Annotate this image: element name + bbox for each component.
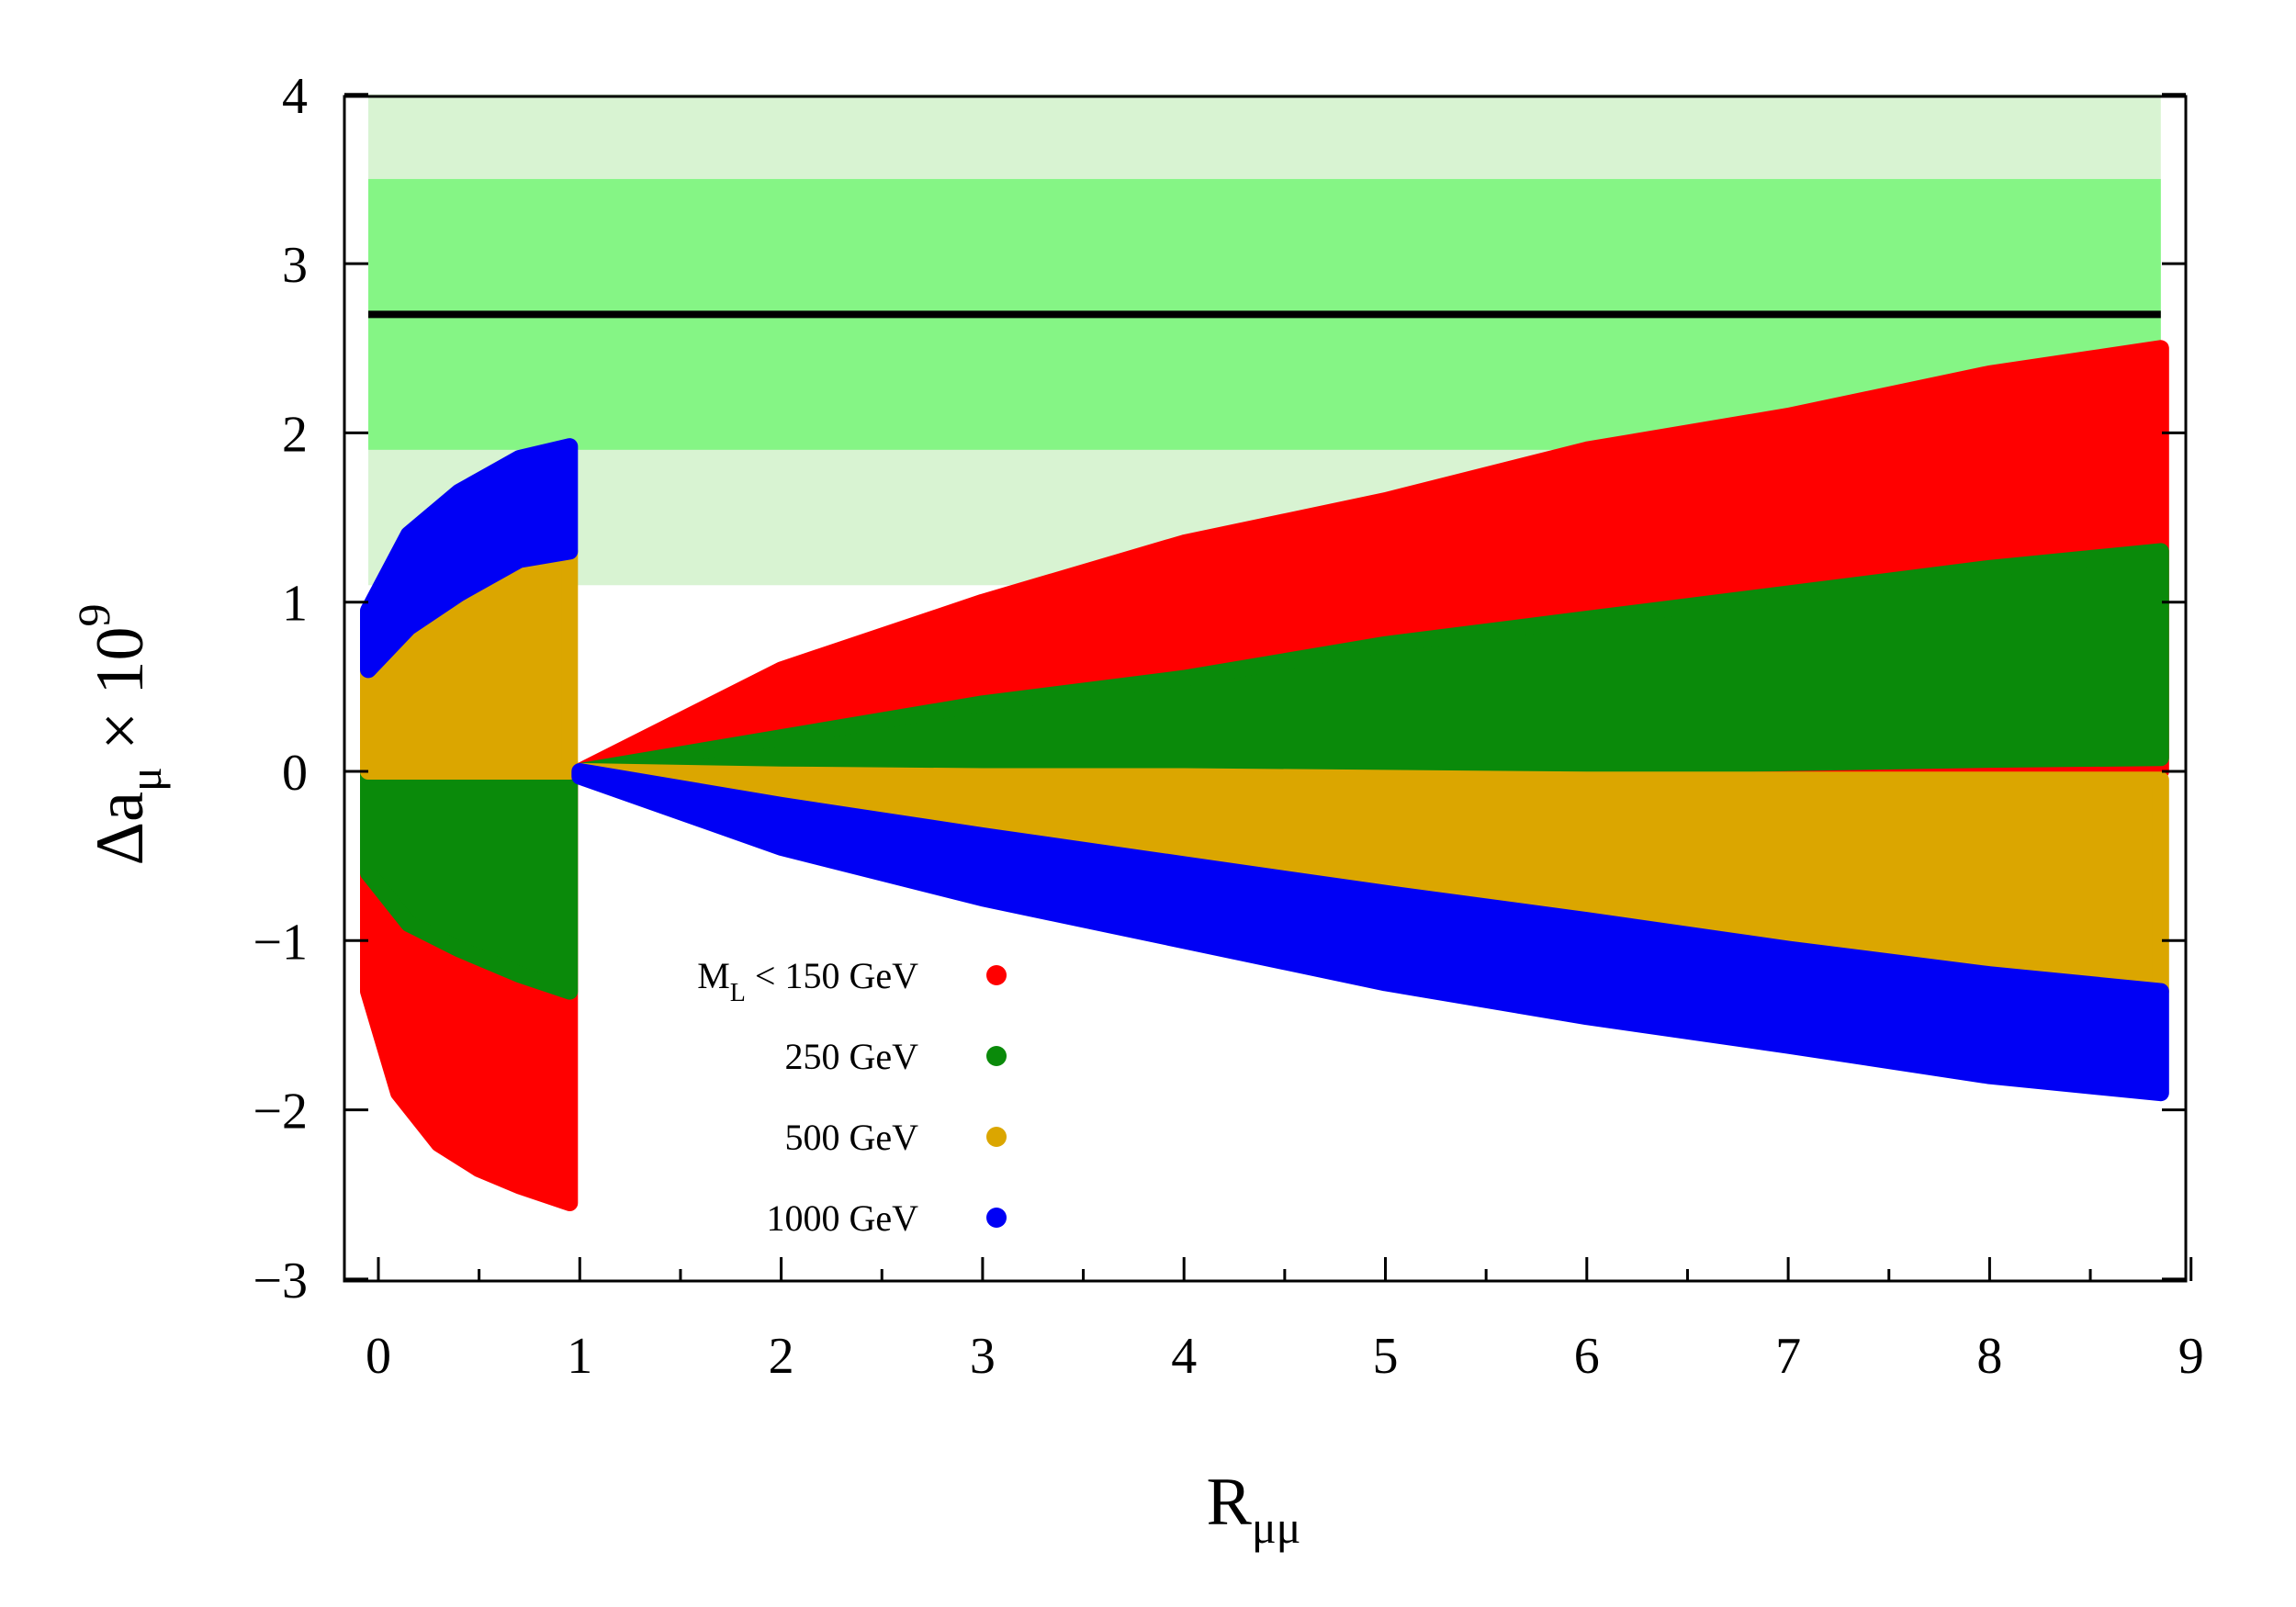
legend-marker xyxy=(986,965,1007,985)
legend-label-main: M xyxy=(697,955,730,996)
legend-label-sub: L xyxy=(730,979,746,1007)
tick-labels: 0 1 2 3 4 5 6 7 8 9 −3 −1 0 1 2 3 4 −2 xyxy=(253,68,2203,1385)
x-tick-label: 4 xyxy=(1171,1328,1197,1385)
legend-label-rest: < 150 GeV xyxy=(746,955,918,996)
legend-label-main: 500 GeV xyxy=(784,1117,918,1158)
x-tick-label: 2 xyxy=(769,1328,794,1385)
legend-marker xyxy=(986,1127,1007,1147)
legend: ML < 150 GeV 250 GeV 500 GeV 1000 GeV xyxy=(697,955,1007,1239)
x-axis-title: Rμμ xyxy=(1207,1465,1301,1553)
y-axis-title: Δaμ × 109 xyxy=(68,604,171,866)
y-axis-title-rest: × 10 xyxy=(83,627,158,768)
series-layer xyxy=(360,340,2169,1211)
y-tick-label: 3 xyxy=(282,237,308,294)
x-tick-label: 3 xyxy=(970,1328,996,1385)
x-tick-label: 5 xyxy=(1373,1328,1399,1385)
y-axis-title-main: Δa xyxy=(83,792,158,865)
y-axis-title-sub: μ xyxy=(119,767,171,792)
legend-label: 250 GeV xyxy=(784,1036,918,1077)
x-tick-label: 0 xyxy=(366,1328,391,1385)
legend-label: 500 GeV xyxy=(784,1117,918,1158)
x-axis-title-sub: μμ xyxy=(1252,1501,1301,1553)
y-tick-label: 0 xyxy=(282,745,308,802)
legend-marker xyxy=(986,1046,1007,1066)
x-axis-title-main: R xyxy=(1207,1465,1253,1540)
plot-border xyxy=(343,95,2188,1283)
x-tick-label: 9 xyxy=(2178,1328,2204,1385)
x-tick-label: 8 xyxy=(1976,1328,2002,1385)
y-tick-label: −1 xyxy=(253,914,308,971)
y-tick-label: 4 xyxy=(282,68,308,125)
legend-label: 1000 GeV xyxy=(766,1197,918,1239)
x-tick-label: 1 xyxy=(567,1328,592,1385)
series-3-region-0 xyxy=(360,438,579,679)
y-tick-label: −3 xyxy=(253,1253,308,1309)
axis-ticks xyxy=(344,93,2193,1281)
legend-label-main: 250 GeV xyxy=(784,1036,918,1077)
x-tick-label: 7 xyxy=(1775,1328,1801,1385)
series-3-region-1 xyxy=(571,763,2169,1102)
y-tick-label: −2 xyxy=(253,1084,308,1141)
plot-frame xyxy=(343,95,2188,1283)
y-tick-label: 1 xyxy=(282,576,308,633)
legend-label-main: 1000 GeV xyxy=(766,1197,918,1239)
y-tick-label: 2 xyxy=(282,406,308,463)
y-axis-title-sup: 9 xyxy=(68,604,119,627)
legend-label: ML < 150 GeV xyxy=(697,955,918,1007)
legend-marker xyxy=(986,1208,1007,1228)
x-tick-label: 6 xyxy=(1574,1328,1600,1385)
